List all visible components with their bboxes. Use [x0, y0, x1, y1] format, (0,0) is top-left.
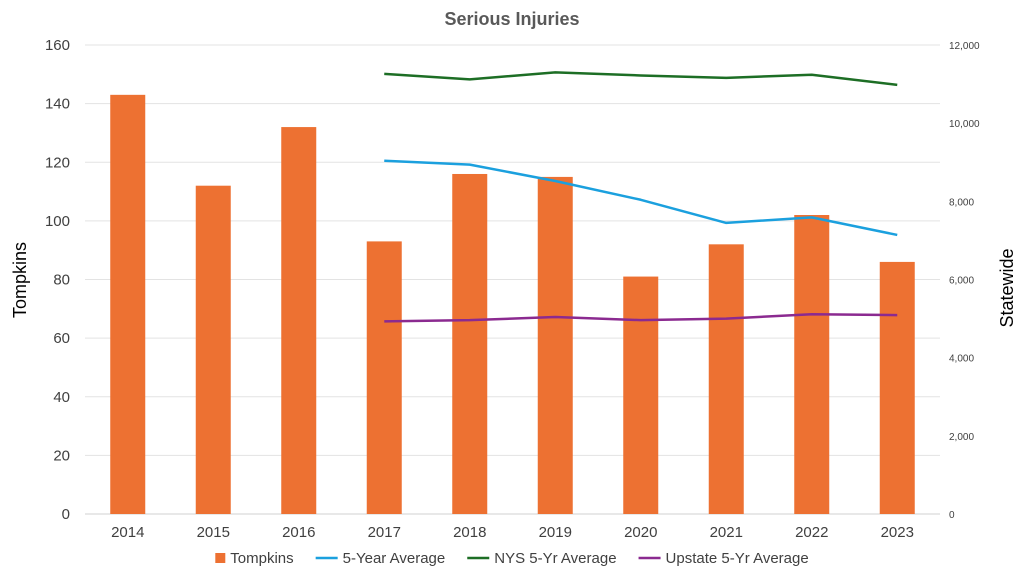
y2-axis-title: Statewide — [997, 248, 1017, 327]
legend: Tompkins 5-Year Average NYS 5-Yr Average Up… — [215, 550, 809, 567]
x-tick-label: 2021 — [710, 524, 743, 541]
y2-tick-label: 12,000 — [949, 41, 980, 52]
y2-tick-label: 2,000 — [949, 432, 974, 443]
bar — [195, 185, 231, 514]
legend-label: 5-Year Average — [343, 550, 446, 567]
bar — [537, 176, 573, 514]
y-tick-label: 100 — [45, 213, 70, 230]
chart-title: Serious Injuries — [444, 9, 579, 29]
legend-label: Upstate 5-Yr Average — [666, 550, 809, 567]
y-tick-label: 160 — [45, 37, 70, 54]
bar — [879, 261, 915, 514]
legend-item: NYS 5-Yr Average — [467, 550, 617, 567]
series-line — [384, 71, 898, 87]
y-tick-label: 120 — [45, 154, 70, 171]
x-axis-ticks: 2014 2015 2016 2017 2018 2019 2020 2021 2022 2023 — [111, 524, 914, 541]
y2-tick-label: 4,000 — [949, 354, 974, 365]
y-tick-label: 60 — [53, 330, 70, 347]
y-tick-label: 80 — [53, 272, 70, 289]
x-tick-label: 2016 — [282, 524, 315, 541]
legend-swatch — [215, 553, 226, 563]
legend-label: NYS 5-Yr Average — [494, 550, 616, 567]
y-tick-label: 140 — [45, 96, 70, 113]
bar — [452, 173, 488, 514]
legend-label: Tompkins — [230, 550, 293, 567]
bar — [281, 127, 317, 514]
y2-tick-label: 6,000 — [949, 276, 974, 287]
legend-item: Tompkins — [215, 550, 294, 567]
bar — [366, 241, 402, 515]
legend-item: 5-Year Average — [315, 550, 446, 567]
y-tick-label: 40 — [53, 389, 70, 406]
left-axis-ticks: 0 20 40 60 80 100 120 140 160 — [45, 37, 70, 523]
x-tick-label: 2015 — [197, 524, 230, 541]
y-tick-label: 20 — [53, 447, 70, 464]
x-tick-label: 2017 — [368, 524, 401, 541]
right-axis-ticks: 0 2,000 4,000 6,000 8,000 10,000 12,000 — [949, 41, 980, 521]
x-tick-label: 2023 — [881, 524, 914, 541]
bar-series — [110, 94, 915, 515]
bar — [794, 215, 830, 514]
series-line — [384, 159, 898, 237]
bar — [110, 94, 146, 515]
x-tick-label: 2014 — [111, 524, 144, 541]
legend-item: Upstate 5-Yr Average — [638, 550, 809, 567]
x-tick-label: 2022 — [795, 524, 828, 541]
series-line — [384, 313, 898, 323]
x-tick-label: 2018 — [453, 524, 486, 541]
bar — [623, 276, 659, 514]
y-axis-title: Tompkins — [10, 242, 30, 318]
y2-tick-label: 0 — [949, 510, 955, 521]
y2-tick-label: 10,000 — [949, 119, 980, 130]
y-tick-label: 0 — [62, 506, 70, 523]
line-series — [384, 71, 898, 323]
y2-tick-label: 8,000 — [949, 197, 974, 208]
x-tick-label: 2020 — [624, 524, 657, 541]
x-tick-label: 2019 — [539, 524, 572, 541]
bar — [708, 244, 744, 514]
